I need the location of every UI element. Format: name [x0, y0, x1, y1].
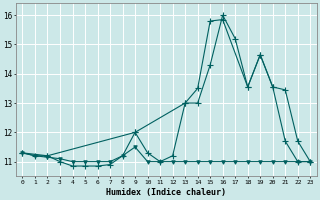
X-axis label: Humidex (Indice chaleur): Humidex (Indice chaleur) [106, 188, 226, 197]
